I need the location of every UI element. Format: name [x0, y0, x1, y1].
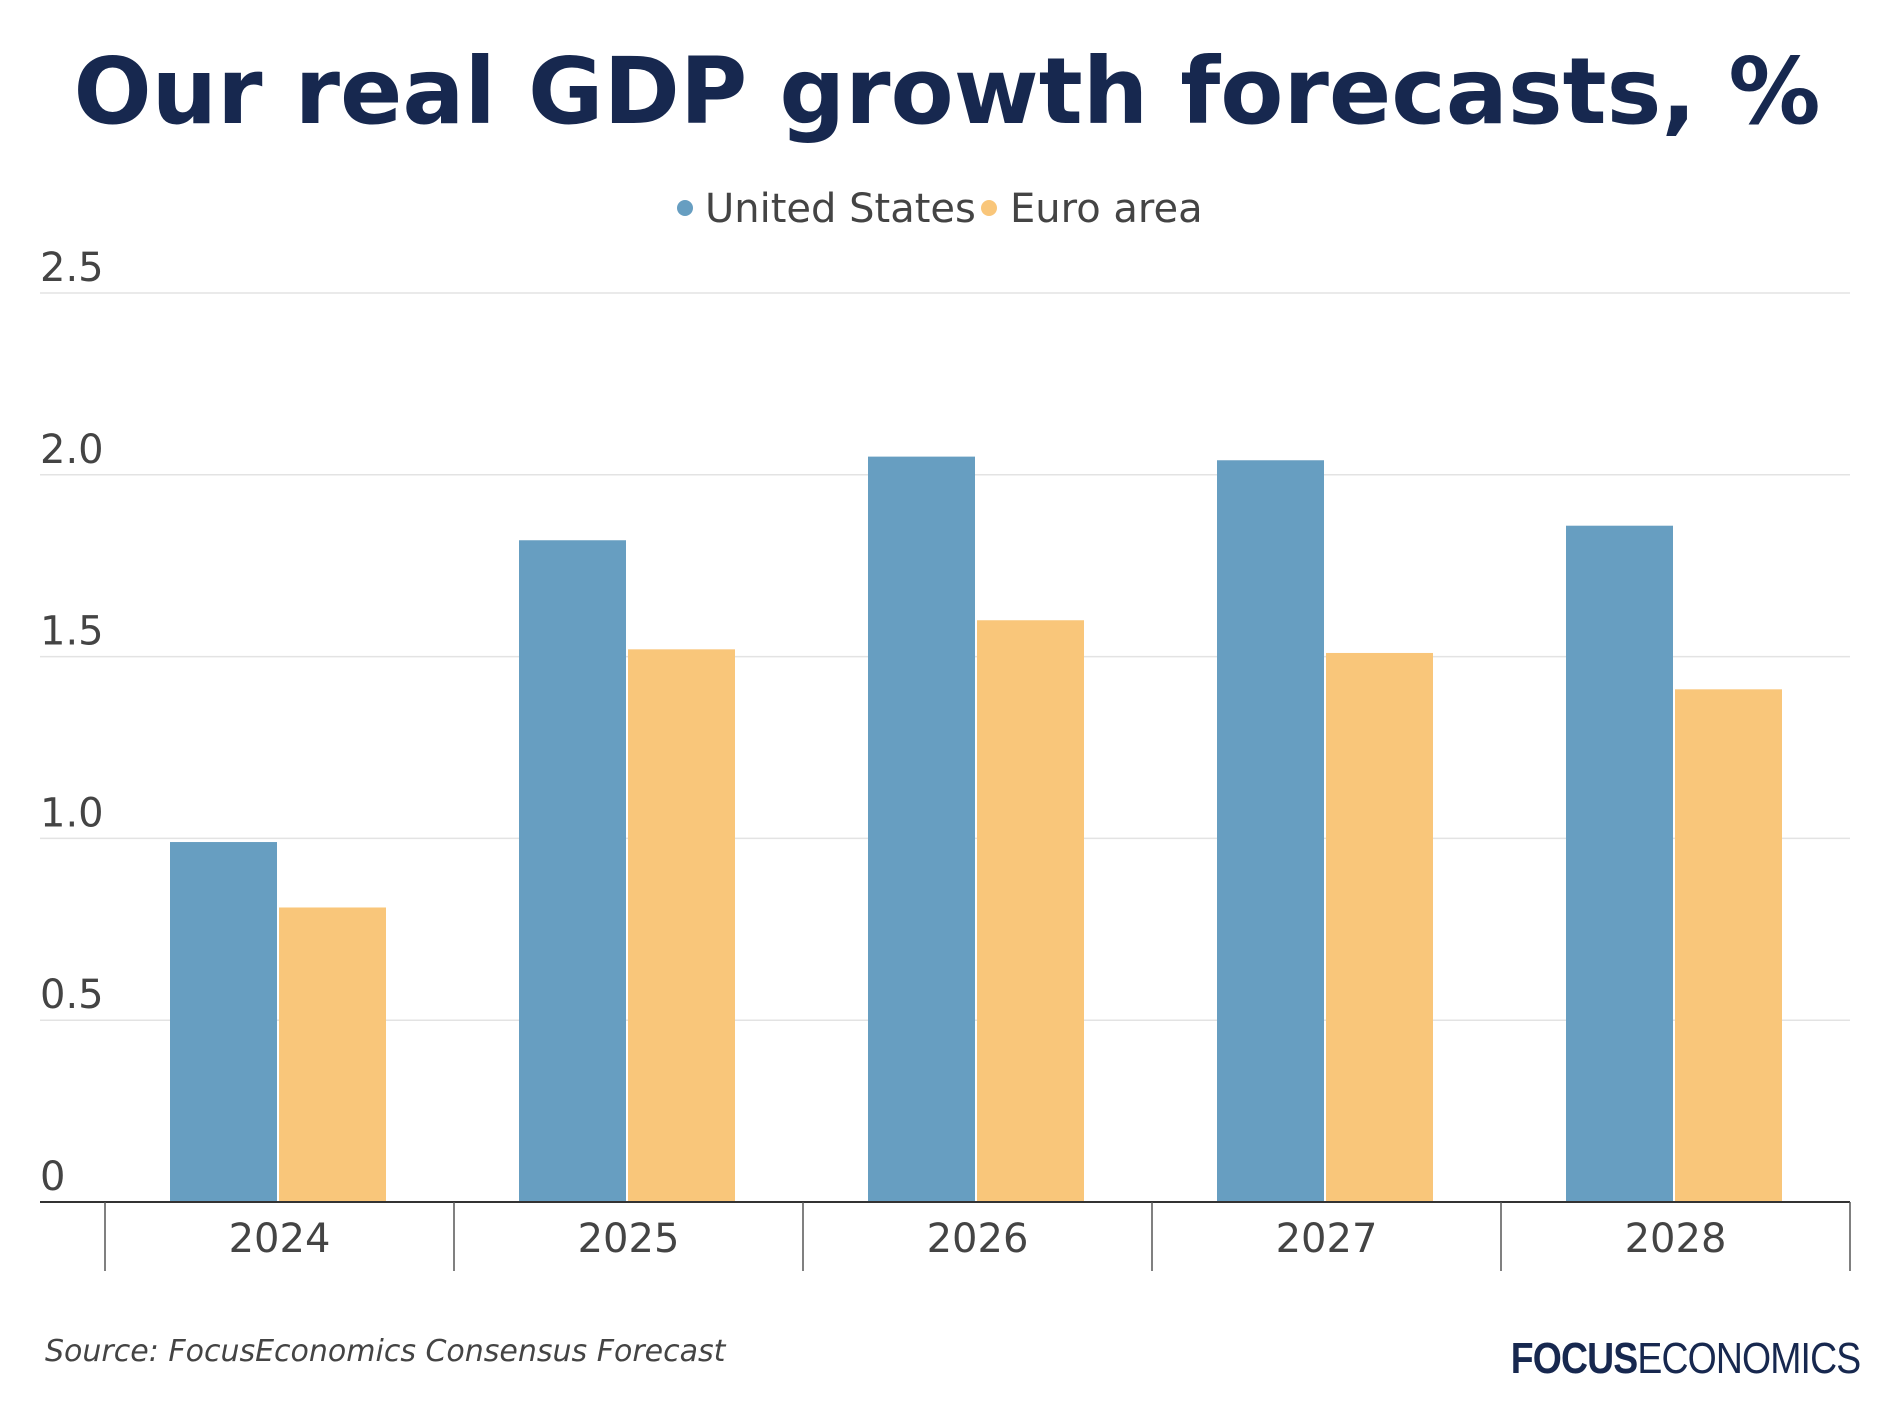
chart-title: Our real GDP growth forecasts, %	[73, 38, 1821, 145]
bar-united-states-2026	[868, 456, 975, 1202]
bar-united-states-2027	[1217, 460, 1324, 1203]
bar-euro-area-2026	[977, 620, 1084, 1202]
bar-united-states-2025	[519, 540, 626, 1202]
source-note: Source: FocusEconomics Consensus Forecas…	[45, 1334, 726, 1369]
legend-marker-united-states	[677, 200, 693, 216]
y-tick-label: 1.0	[40, 790, 104, 836]
y-tick-label: 0.5	[40, 972, 104, 1018]
legend-label-united-states: United States	[705, 186, 976, 232]
x-tick-label: 2025	[578, 1216, 680, 1262]
y-tick-label: 1.5	[40, 609, 104, 655]
chart-legend: United States Euro area	[677, 186, 1203, 232]
bar-united-states-2024	[170, 842, 277, 1202]
x-tick-label: 2028	[1625, 1216, 1727, 1262]
bars	[170, 456, 1782, 1203]
x-tick-label: 2024	[229, 1216, 331, 1262]
bar-euro-area-2024	[279, 907, 386, 1202]
y-tick-label: 2.0	[40, 427, 104, 473]
y-tick-label: 0	[40, 1154, 65, 1200]
y-tick-label: 2.5	[40, 245, 104, 291]
logo-bold-text: FOCUS	[1510, 1334, 1638, 1383]
bar-euro-area-2027	[1326, 652, 1433, 1202]
logo-light-text: ECONOMICS	[1636, 1334, 1861, 1383]
legend-label-euro-area: Euro area	[1010, 186, 1203, 232]
x-axis: 2024 2025 2026 2027 2028	[40, 1201, 1851, 1271]
x-tick-label: 2027	[1276, 1216, 1378, 1262]
bar-united-states-2028	[1566, 525, 1673, 1202]
y-axis-ticks: 0 0.5 1.0 1.5 2.0 2.5	[40, 245, 104, 1200]
focuseconomics-logo: FOCUSECONOMICS	[1510, 1334, 1861, 1384]
legend-marker-euro-area	[981, 200, 997, 216]
x-tick-label: 2026	[927, 1216, 1029, 1262]
bar-euro-area-2028	[1675, 689, 1782, 1202]
bar-euro-area-2025	[628, 649, 735, 1202]
